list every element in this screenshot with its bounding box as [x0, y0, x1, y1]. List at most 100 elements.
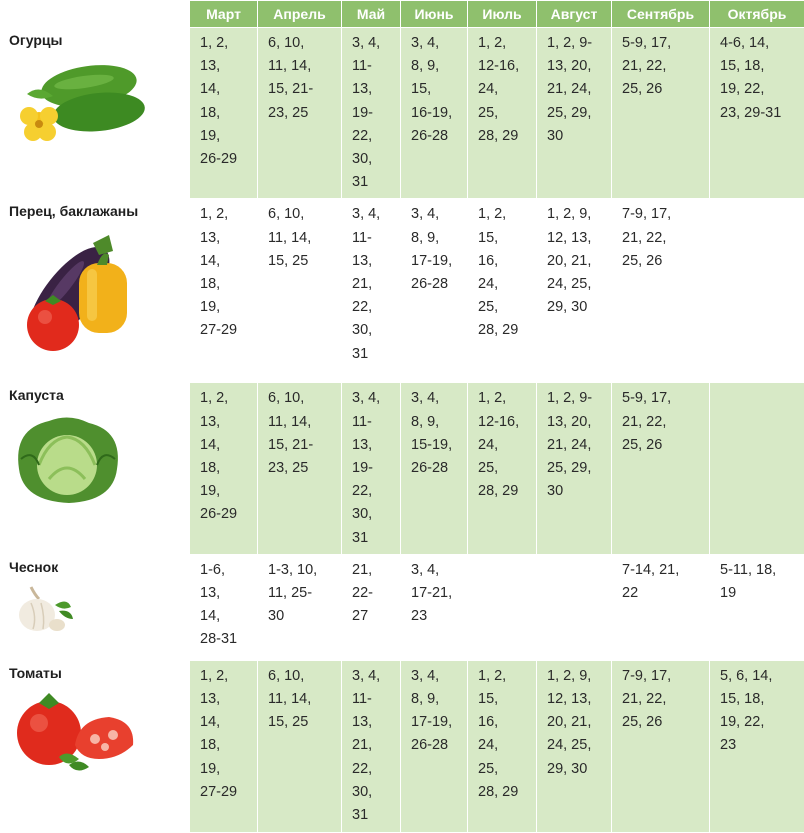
date-line: 25, 29,: [547, 102, 603, 125]
date-line: 1, 2, 9,: [547, 203, 603, 226]
date-line: 1, 2, 9-: [547, 32, 603, 55]
vegetable-name: Перец, баклажаны: [9, 203, 181, 219]
date-line: 11-: [352, 55, 392, 78]
date-line: 17-21,: [411, 582, 459, 605]
date-line: 30,: [352, 319, 392, 342]
month-header-row: Март Апрель Май Июнь Июль Август Сентябр…: [1, 1, 804, 28]
date-line: 28, 29: [478, 319, 528, 342]
date-line: 19-: [352, 457, 392, 480]
date-line: 11, 14,: [268, 227, 333, 250]
date-line: 3, 4,: [411, 559, 459, 582]
date-line: 13,: [200, 227, 249, 250]
date-line: 8, 9,: [411, 227, 459, 250]
date-line: 30: [268, 605, 333, 628]
date-line: 11-: [352, 411, 392, 434]
date-line: 26-29: [200, 503, 249, 526]
date-line: 21, 24,: [547, 434, 603, 457]
date-line: 12-16,: [478, 411, 528, 434]
date-line: 23: [411, 605, 459, 628]
date-line: 3, 4,: [411, 387, 459, 410]
date-line: 26-28: [411, 125, 459, 148]
date-line: 5-11, 18,: [720, 559, 796, 582]
date-line: 8, 9,: [411, 55, 459, 78]
date-line: 23: [720, 734, 796, 757]
date-line: 3, 4,: [352, 387, 392, 410]
month-header: Май: [342, 1, 401, 28]
date-line: 7-9, 17,: [622, 665, 701, 688]
date-line: 29, 30: [547, 758, 603, 781]
dates-cell: 1, 2, 9,12, 13,20, 21,24, 25,29, 30: [537, 199, 612, 383]
dates-cell: 3, 4,17-21,23: [401, 554, 468, 660]
date-line: 7-9, 17,: [622, 203, 701, 226]
dates-cell: 3, 4,11-13,19-22,30,31: [342, 383, 401, 554]
dates-cell: [710, 199, 804, 383]
table-row: Капуста 1, 2,13,14,18,19,26-29 6, 10,11,…: [1, 383, 804, 554]
date-line: 27-29: [200, 319, 249, 342]
vegetable-cell: Огурцы: [1, 28, 190, 199]
cucumber-icon: [9, 54, 149, 144]
header-corner: [1, 1, 190, 28]
date-line: 14,: [200, 434, 249, 457]
table-row: Перец, баклажаны 1, 2,13,14,18,19,27-29 …: [1, 199, 804, 383]
date-line: 22: [622, 582, 701, 605]
month-header: Август: [537, 1, 612, 28]
date-line: 26-28: [411, 273, 459, 296]
vegetable-name: Томаты: [9, 665, 181, 681]
date-line: 22,: [352, 480, 392, 503]
date-line: 25, 26: [622, 250, 701, 273]
dates-cell: 1-3, 10,11, 25-30: [258, 554, 342, 660]
dates-cell: 1, 2,12-16,24,25,28, 29: [468, 28, 537, 199]
date-line: 22,: [352, 296, 392, 319]
vegetable-cell: Перец, баклажаны: [1, 199, 190, 383]
date-line: 1, 2,: [478, 665, 528, 688]
date-line: 19-: [352, 102, 392, 125]
date-line: 8, 9,: [411, 688, 459, 711]
date-line: 24,: [478, 78, 528, 101]
date-line: 26-28: [411, 457, 459, 480]
dates-cell: 1, 2,13,14,18,19,27-29: [190, 660, 258, 832]
month-header: Март: [190, 1, 258, 28]
date-line: 16,: [478, 250, 528, 273]
date-line: 25, 26: [622, 434, 701, 457]
dates-cell: 3, 4,11-13,21,22,30,31: [342, 660, 401, 832]
date-line: 15, 25: [268, 250, 333, 273]
date-line: 24, 25,: [547, 734, 603, 757]
dates-cell: 5-9, 17,21, 22,25, 26: [612, 383, 710, 554]
month-header: Октябрь: [710, 1, 804, 28]
date-line: 17-19,: [411, 711, 459, 734]
date-line: 1, 2, 9-: [547, 387, 603, 410]
date-line: 30: [547, 125, 603, 148]
vegetable-name: Чеснок: [9, 559, 181, 575]
date-line: 1-3, 10,: [268, 559, 333, 582]
table-row: Томаты 1, 2,13,14,18,19,27-29 6, 10,11, …: [1, 660, 804, 832]
date-line: 19,: [200, 296, 249, 319]
date-line: 25,: [478, 102, 528, 125]
date-line: 7-14, 21,: [622, 559, 701, 582]
date-line: 16,: [478, 711, 528, 734]
table-row: Огурцы 1, 2,13,14,18,19,26-29 6, 10,11, …: [1, 28, 804, 199]
date-line: 21,: [352, 559, 392, 582]
dates-cell: 3, 4,8, 9,17-19,26-28: [401, 199, 468, 383]
date-line: 26-28: [411, 734, 459, 757]
dates-cell: 1, 2,13,14,18,19,27-29: [190, 199, 258, 383]
dates-cell: 21,22-27: [342, 554, 401, 660]
date-line: 28-31: [200, 628, 249, 651]
date-line: 16-19,: [411, 102, 459, 125]
date-line: 19, 22,: [720, 711, 796, 734]
month-header: Сентябрь: [612, 1, 710, 28]
date-line: 15,: [411, 78, 459, 101]
date-line: 11-: [352, 227, 392, 250]
date-line: 3, 4,: [352, 32, 392, 55]
date-line: 21, 22,: [622, 411, 701, 434]
date-line: 14,: [200, 711, 249, 734]
date-line: 11-: [352, 688, 392, 711]
date-line: 14,: [200, 250, 249, 273]
date-line: 24,: [478, 734, 528, 757]
date-line: 19: [720, 582, 796, 605]
date-line: 25,: [478, 758, 528, 781]
date-line: 27: [352, 605, 392, 628]
date-line: 13,: [200, 582, 249, 605]
date-line: 24,: [478, 434, 528, 457]
dates-cell: 1, 2,15,16,24,25,28, 29: [468, 660, 537, 832]
date-line: 15, 25: [268, 711, 333, 734]
